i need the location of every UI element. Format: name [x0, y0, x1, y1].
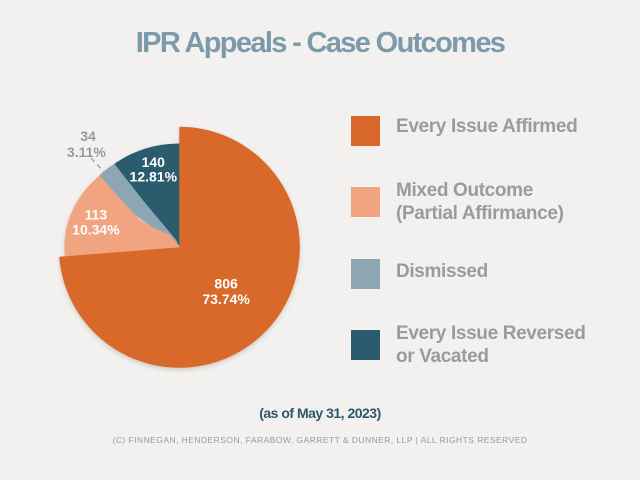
svg-text:10.34%: 10.34%	[72, 221, 120, 237]
svg-text:3.11%: 3.11%	[67, 144, 106, 160]
svg-text:34: 34	[80, 128, 96, 144]
svg-text:806: 806	[214, 275, 238, 291]
svg-text:140: 140	[142, 154, 166, 170]
svg-text:73.74%: 73.74%	[202, 291, 250, 307]
svg-text:12.81%: 12.81%	[130, 169, 178, 185]
svg-text:113: 113	[85, 207, 108, 223]
